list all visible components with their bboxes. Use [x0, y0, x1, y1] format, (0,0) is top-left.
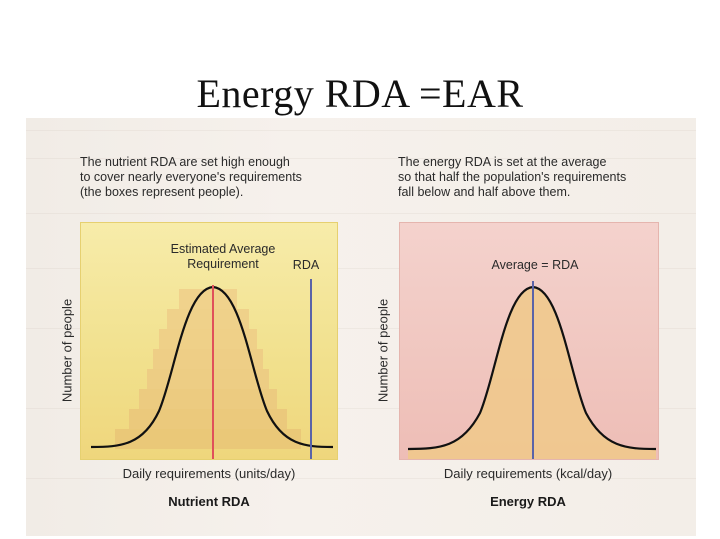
- ear-annotation: Estimated Average Requirement: [170, 242, 276, 271]
- people-box-row: [167, 309, 249, 329]
- people-box-row: [129, 409, 287, 429]
- people-box-row: [153, 349, 263, 369]
- people-box-row: [159, 329, 257, 349]
- nutrient-rda-chart: [90, 279, 334, 459]
- slide-title: Energy RDA =EAR: [196, 71, 524, 116]
- nutrient-rda-chart-panel: [80, 222, 338, 460]
- energy-y-axis-label: Number of people: [375, 298, 391, 403]
- nutrient-x-axis-label: Daily requirements (units/day): [122, 466, 296, 481]
- energy-rda-panel-label: Energy RDA: [490, 494, 566, 509]
- rda-annotation: RDA: [292, 258, 320, 272]
- nutrient-rda-panel-label: Nutrient RDA: [168, 494, 250, 509]
- energy-rda-chart-panel: [399, 222, 659, 460]
- people-box-row: [147, 369, 269, 389]
- average-rda-annotation: Average = RDA: [491, 258, 579, 272]
- nutrient-y-axis-label: Number of people: [59, 298, 75, 403]
- energy-rda-caption: The energy RDA is set at the average so …: [398, 155, 627, 199]
- energy-x-axis-label: Daily requirements (kcal/day): [443, 466, 613, 481]
- nutrient-rda-caption: The nutrient RDA are set high enough to …: [80, 155, 302, 199]
- energy-rda-chart: [407, 281, 657, 459]
- people-boxes: [115, 289, 301, 449]
- people-box-row: [139, 389, 277, 409]
- people-box-row: [115, 429, 301, 449]
